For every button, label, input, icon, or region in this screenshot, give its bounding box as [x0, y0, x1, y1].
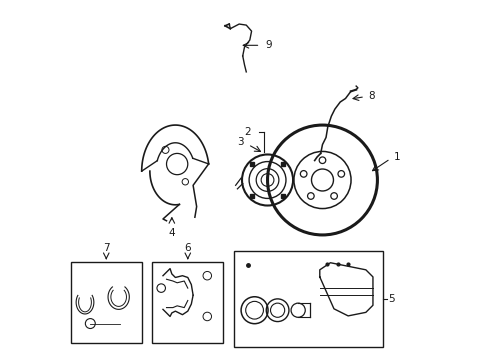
Bar [233, 251, 382, 347]
Text: 9: 9 [265, 40, 272, 50]
Text: 6: 6 [184, 243, 191, 253]
Text: 7: 7 [103, 243, 109, 253]
Text: 4: 4 [168, 228, 175, 238]
Text: 5: 5 [387, 294, 394, 304]
Text: 2: 2 [244, 127, 251, 137]
Text: 1: 1 [393, 152, 400, 162]
Bar [71, 261, 142, 343]
Bar [152, 261, 223, 343]
Text: 8: 8 [368, 91, 374, 101]
Text: 3: 3 [237, 137, 244, 147]
